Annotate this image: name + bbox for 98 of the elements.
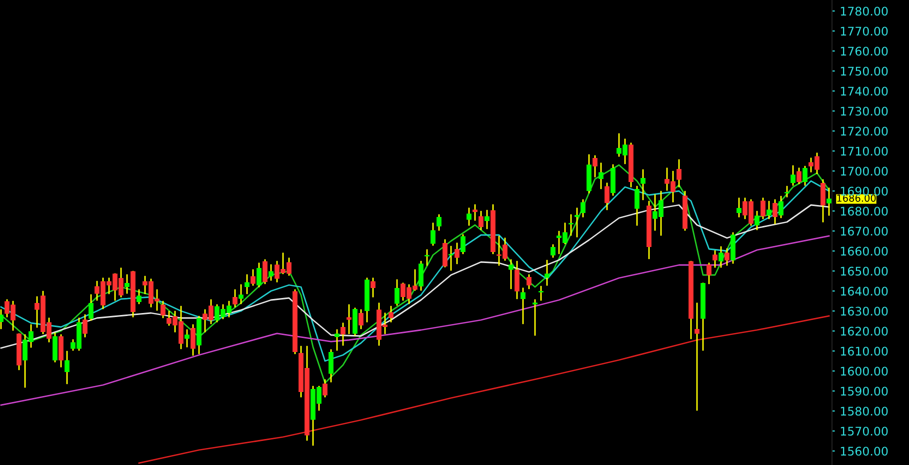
- candlestick: [64, 350, 70, 384]
- y-tick-label: 1560.00: [840, 446, 888, 456]
- y-tick-label: 1630.00: [840, 306, 888, 316]
- candlestick: [238, 284, 244, 304]
- y-tick-label: 1690.00: [840, 186, 888, 196]
- candlestick: [424, 249, 430, 266]
- candlestick: [448, 246, 454, 271]
- candlestick: [454, 242, 460, 264]
- candlestick: [778, 196, 784, 218]
- y-tick-label: 1590.00: [840, 386, 888, 396]
- candlestick: [244, 274, 250, 294]
- y-tick-label: 1750.00: [840, 66, 888, 76]
- candlestick: [466, 208, 472, 226]
- y-tick-label: 1650.00: [840, 266, 888, 276]
- candlestick: [766, 200, 772, 220]
- candlestick: [754, 210, 760, 230]
- candlestick: [820, 179, 826, 222]
- y-tick-label: 1720.00: [840, 126, 888, 136]
- candlestick: [544, 260, 550, 286]
- y-tick-label: 1670.00: [840, 226, 888, 236]
- candlestick: [358, 309, 364, 330]
- candlestick: [532, 299, 538, 336]
- y-tick-label: 1580.00: [840, 406, 888, 416]
- candlestick: [370, 278, 376, 298]
- y-tick-label: 1680.00: [840, 206, 888, 216]
- candlestick: [676, 159, 682, 188]
- candlestick: [772, 199, 778, 224]
- y-tick-label: 1710.00: [840, 146, 888, 156]
- candlestick: [760, 198, 766, 220]
- candlestick: [322, 379, 328, 398]
- candlestick: [136, 289, 142, 304]
- candlestick: [124, 274, 130, 294]
- candlestick: [88, 294, 94, 321]
- y-tick-label: 1760.00: [840, 46, 888, 56]
- candlestick: [514, 260, 520, 300]
- y-tick-label: 1780.00: [840, 6, 888, 16]
- candlestick: [334, 329, 340, 351]
- candlestick: [418, 260, 424, 291]
- candlestick: [250, 269, 256, 286]
- candlestick: [580, 199, 586, 218]
- candlestick: [190, 324, 196, 356]
- line-series: [138, 315, 830, 464]
- candlestick: [394, 279, 400, 306]
- candlestick: [550, 244, 556, 258]
- y-tick-label: 1770.00: [840, 26, 888, 36]
- candlestick: [598, 162, 604, 190]
- candlestick: [436, 214, 442, 231]
- candlestick: [52, 332, 58, 362]
- y-tick-label: 1570.00: [840, 426, 888, 436]
- candlestick: [736, 198, 742, 218]
- candlestick: [262, 259, 268, 284]
- candlestick: [538, 286, 544, 301]
- candlestick: [508, 259, 514, 290]
- y-tick-label: 1640.00: [840, 286, 888, 296]
- candlestick: [640, 169, 646, 200]
- candlestick: [592, 155, 598, 178]
- candlestick: [184, 329, 190, 348]
- candlestick: [352, 308, 358, 336]
- candlestick: [712, 250, 718, 268]
- candlestick: [460, 234, 466, 254]
- y-tick-label: 1620.00: [840, 326, 888, 336]
- candlestick: [268, 264, 274, 281]
- candlestick: [388, 306, 394, 322]
- line-series: [0, 235, 830, 406]
- candlestick: [232, 289, 238, 308]
- candlestick: [442, 239, 448, 268]
- candlestick: [328, 349, 334, 382]
- candlestick: [694, 302, 700, 411]
- y-tick-label: 1600.00: [840, 366, 888, 376]
- y-tick-label: 1660.00: [840, 246, 888, 256]
- candlestick: [478, 210, 484, 230]
- candlestick: [526, 274, 532, 290]
- candlestick: [796, 168, 802, 184]
- candlestick: [82, 314, 88, 338]
- candlestick: [604, 182, 610, 210]
- y-tick-label: 1700.00: [840, 166, 888, 176]
- candlestick: [784, 186, 790, 198]
- y-tick-label: 1730.00: [840, 106, 888, 116]
- candlestick: [520, 288, 526, 324]
- candlestick: [160, 300, 166, 318]
- candlestick: [256, 262, 262, 288]
- candlestick: [58, 334, 64, 368]
- candlestick: [574, 208, 580, 238]
- candlestick: [634, 186, 640, 226]
- candlestick: [430, 222, 436, 246]
- line-series: [0, 180, 830, 362]
- candlestick: [718, 246, 724, 268]
- candlestick: [802, 166, 808, 186]
- candlestick: [568, 214, 574, 236]
- candlestick: [790, 165, 796, 186]
- candlestick: [340, 322, 346, 346]
- candlestick: [472, 204, 478, 221]
- candlestick: [724, 248, 730, 266]
- y-tick-label: 1610.00: [840, 346, 888, 356]
- y-tick-label: 1740.00: [840, 86, 888, 96]
- candlestick: [484, 210, 490, 230]
- line-series: [0, 204, 830, 349]
- candlestick: [706, 262, 712, 284]
